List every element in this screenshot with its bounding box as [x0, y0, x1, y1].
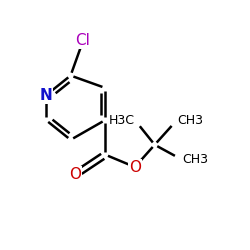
Text: CH3: CH3	[182, 153, 208, 166]
Text: O: O	[129, 160, 141, 174]
Text: N: N	[40, 88, 52, 103]
Text: O: O	[70, 167, 82, 182]
Text: H3C: H3C	[109, 114, 135, 126]
Text: Cl: Cl	[76, 34, 90, 48]
Text: CH3: CH3	[177, 114, 203, 126]
